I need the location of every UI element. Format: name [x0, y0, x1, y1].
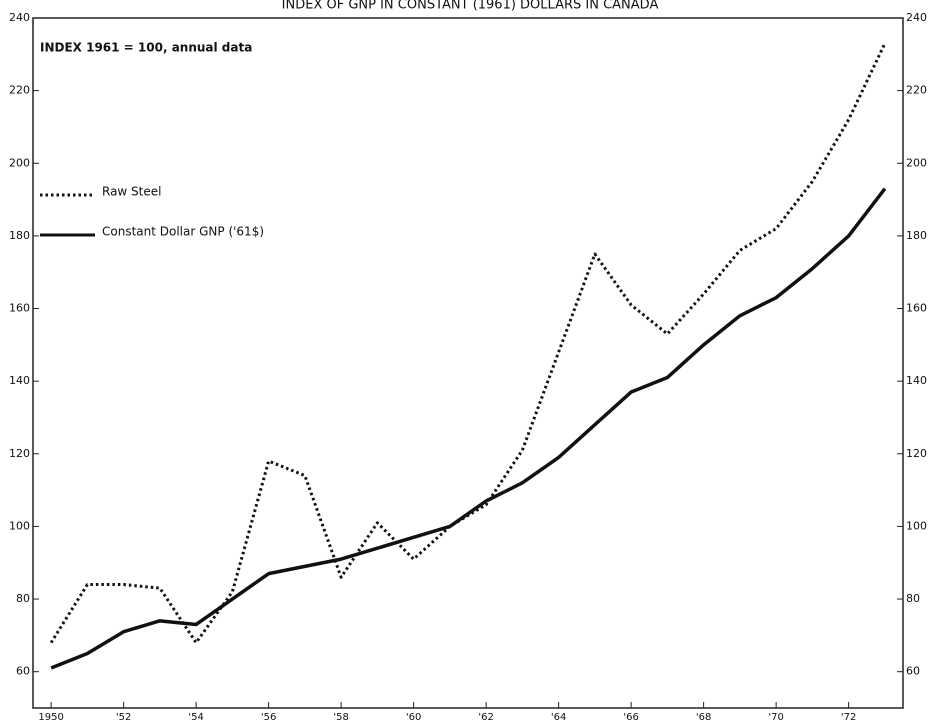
annotation: INDEX 1961 = 100, annual data: [40, 41, 252, 55]
chart-title: INDEX OF GNP IN CONSTANT (1961) DOLLARS …: [282, 0, 659, 13]
y2-tick-label: 220: [906, 84, 927, 97]
x-tick-label: '66: [623, 712, 638, 720]
x-tick-label: '58: [333, 712, 348, 720]
y2-tick-label: 180: [906, 229, 927, 242]
y2-tick-label: 200: [906, 156, 927, 169]
x-tick-label: '54: [188, 712, 203, 720]
legend-label: Constant Dollar GNP ('61$): [102, 225, 264, 239]
y-tick-label: 80: [16, 592, 30, 605]
y-tick-label: 240: [9, 11, 30, 24]
x-tick-label: '68: [696, 712, 711, 720]
y2-tick-label: 120: [906, 447, 927, 460]
series-line: [50, 187, 887, 670]
y-tick-label: 140: [9, 374, 30, 387]
y-tick-label: 220: [9, 84, 30, 97]
x-tick-label: '70: [768, 712, 783, 720]
y-tick-label: 100: [9, 519, 30, 532]
y-tick-label: 60: [16, 665, 30, 678]
y2-tick-label: 60: [906, 665, 920, 678]
y2-tick-label: 240: [906, 11, 927, 24]
series-line: [49, 42, 887, 645]
legend-label: Raw Steel: [102, 185, 161, 199]
y-tick-label: 160: [9, 302, 30, 315]
y2-tick-label: 100: [906, 519, 927, 532]
x-tick-label: '56: [261, 712, 276, 720]
y-tick-label: 120: [9, 447, 30, 460]
y2-tick-label: 80: [906, 592, 920, 605]
y2-tick-label: 140: [906, 374, 927, 387]
x-tick-label: 1950: [38, 712, 63, 720]
x-tick-label: '60: [406, 712, 421, 720]
x-tick-label: '64: [551, 712, 566, 720]
y-tick-label: 200: [9, 156, 30, 169]
y2-tick-label: 160: [906, 302, 927, 315]
x-tick-label: '52: [116, 712, 131, 720]
x-tick-label: '72: [841, 712, 856, 720]
y-tick-label: 180: [9, 229, 30, 242]
x-tick-label: '62: [478, 712, 493, 720]
plot-frame: [32, 17, 904, 709]
